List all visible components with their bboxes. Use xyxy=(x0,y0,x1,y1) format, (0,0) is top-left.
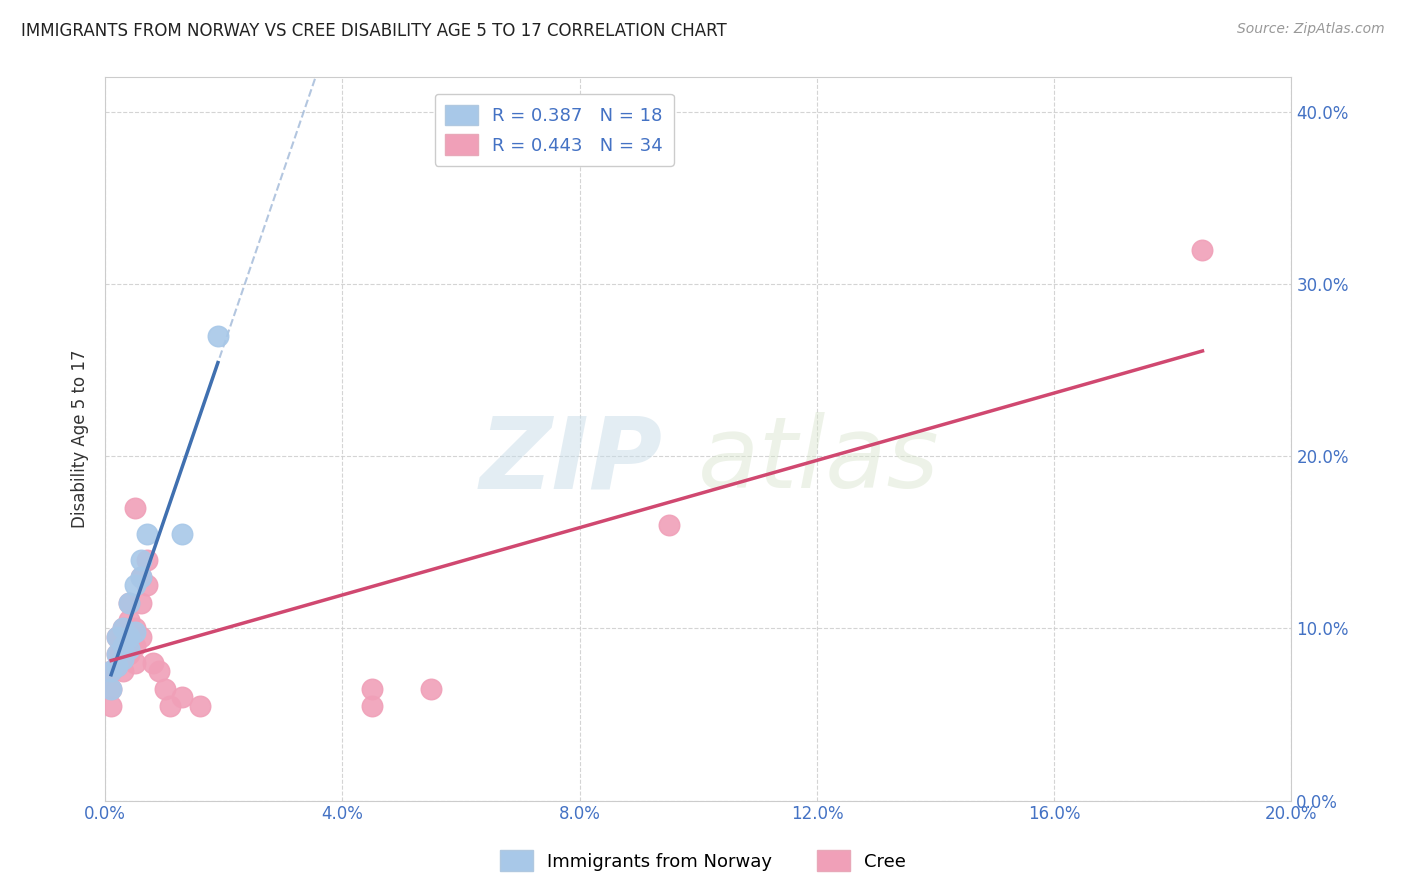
Point xyxy=(129,570,152,584)
Point xyxy=(420,681,443,696)
Text: IMMIGRANTS FROM NORWAY VS CREE DISABILITY AGE 5 TO 17 CORRELATION CHART: IMMIGRANTS FROM NORWAY VS CREE DISABILIT… xyxy=(21,22,727,40)
Point xyxy=(658,518,681,533)
Point xyxy=(118,596,141,610)
Point xyxy=(153,681,176,696)
Point xyxy=(361,681,384,696)
Point xyxy=(129,570,152,584)
Point xyxy=(124,639,146,653)
Point xyxy=(105,647,128,661)
Point xyxy=(118,630,141,644)
Point xyxy=(100,665,122,679)
Point xyxy=(129,552,152,566)
Text: ZIP: ZIP xyxy=(479,412,662,509)
Point xyxy=(100,665,122,679)
Legend: Immigrants from Norway, Cree: Immigrants from Norway, Cree xyxy=(494,843,912,879)
Point xyxy=(159,698,181,713)
Point xyxy=(111,622,134,636)
Point xyxy=(142,656,165,670)
Point xyxy=(111,652,134,666)
Point xyxy=(135,578,157,592)
Point xyxy=(118,642,141,657)
Point xyxy=(100,681,122,696)
Point xyxy=(105,647,128,661)
Point xyxy=(129,630,152,644)
Text: Source: ZipAtlas.com: Source: ZipAtlas.com xyxy=(1237,22,1385,37)
Point xyxy=(111,639,134,653)
Point xyxy=(135,526,157,541)
Point xyxy=(124,578,146,592)
Point xyxy=(361,698,384,713)
Point xyxy=(1191,243,1213,257)
Point xyxy=(118,647,141,661)
Point xyxy=(172,526,194,541)
Point xyxy=(148,665,170,679)
Point xyxy=(124,500,146,515)
Point xyxy=(111,665,134,679)
Point xyxy=(129,596,152,610)
Point xyxy=(111,622,134,636)
Point xyxy=(124,624,146,639)
Point xyxy=(105,630,128,644)
Legend: R = 0.387   N = 18, R = 0.443   N = 34: R = 0.387 N = 18, R = 0.443 N = 34 xyxy=(434,94,673,166)
Point xyxy=(124,656,146,670)
Point xyxy=(188,698,211,713)
Point xyxy=(124,622,146,636)
Point xyxy=(105,659,128,673)
Point xyxy=(105,630,128,644)
Point xyxy=(118,613,141,627)
Point xyxy=(135,552,157,566)
Point xyxy=(100,681,122,696)
Point xyxy=(172,690,194,705)
Text: atlas: atlas xyxy=(699,412,941,509)
Point xyxy=(111,639,134,653)
Point xyxy=(118,630,141,644)
Point xyxy=(111,652,134,666)
Y-axis label: Disability Age 5 to 17: Disability Age 5 to 17 xyxy=(72,350,89,528)
Point xyxy=(207,328,229,343)
Point xyxy=(105,659,128,673)
Point xyxy=(100,698,122,713)
Point xyxy=(118,596,141,610)
